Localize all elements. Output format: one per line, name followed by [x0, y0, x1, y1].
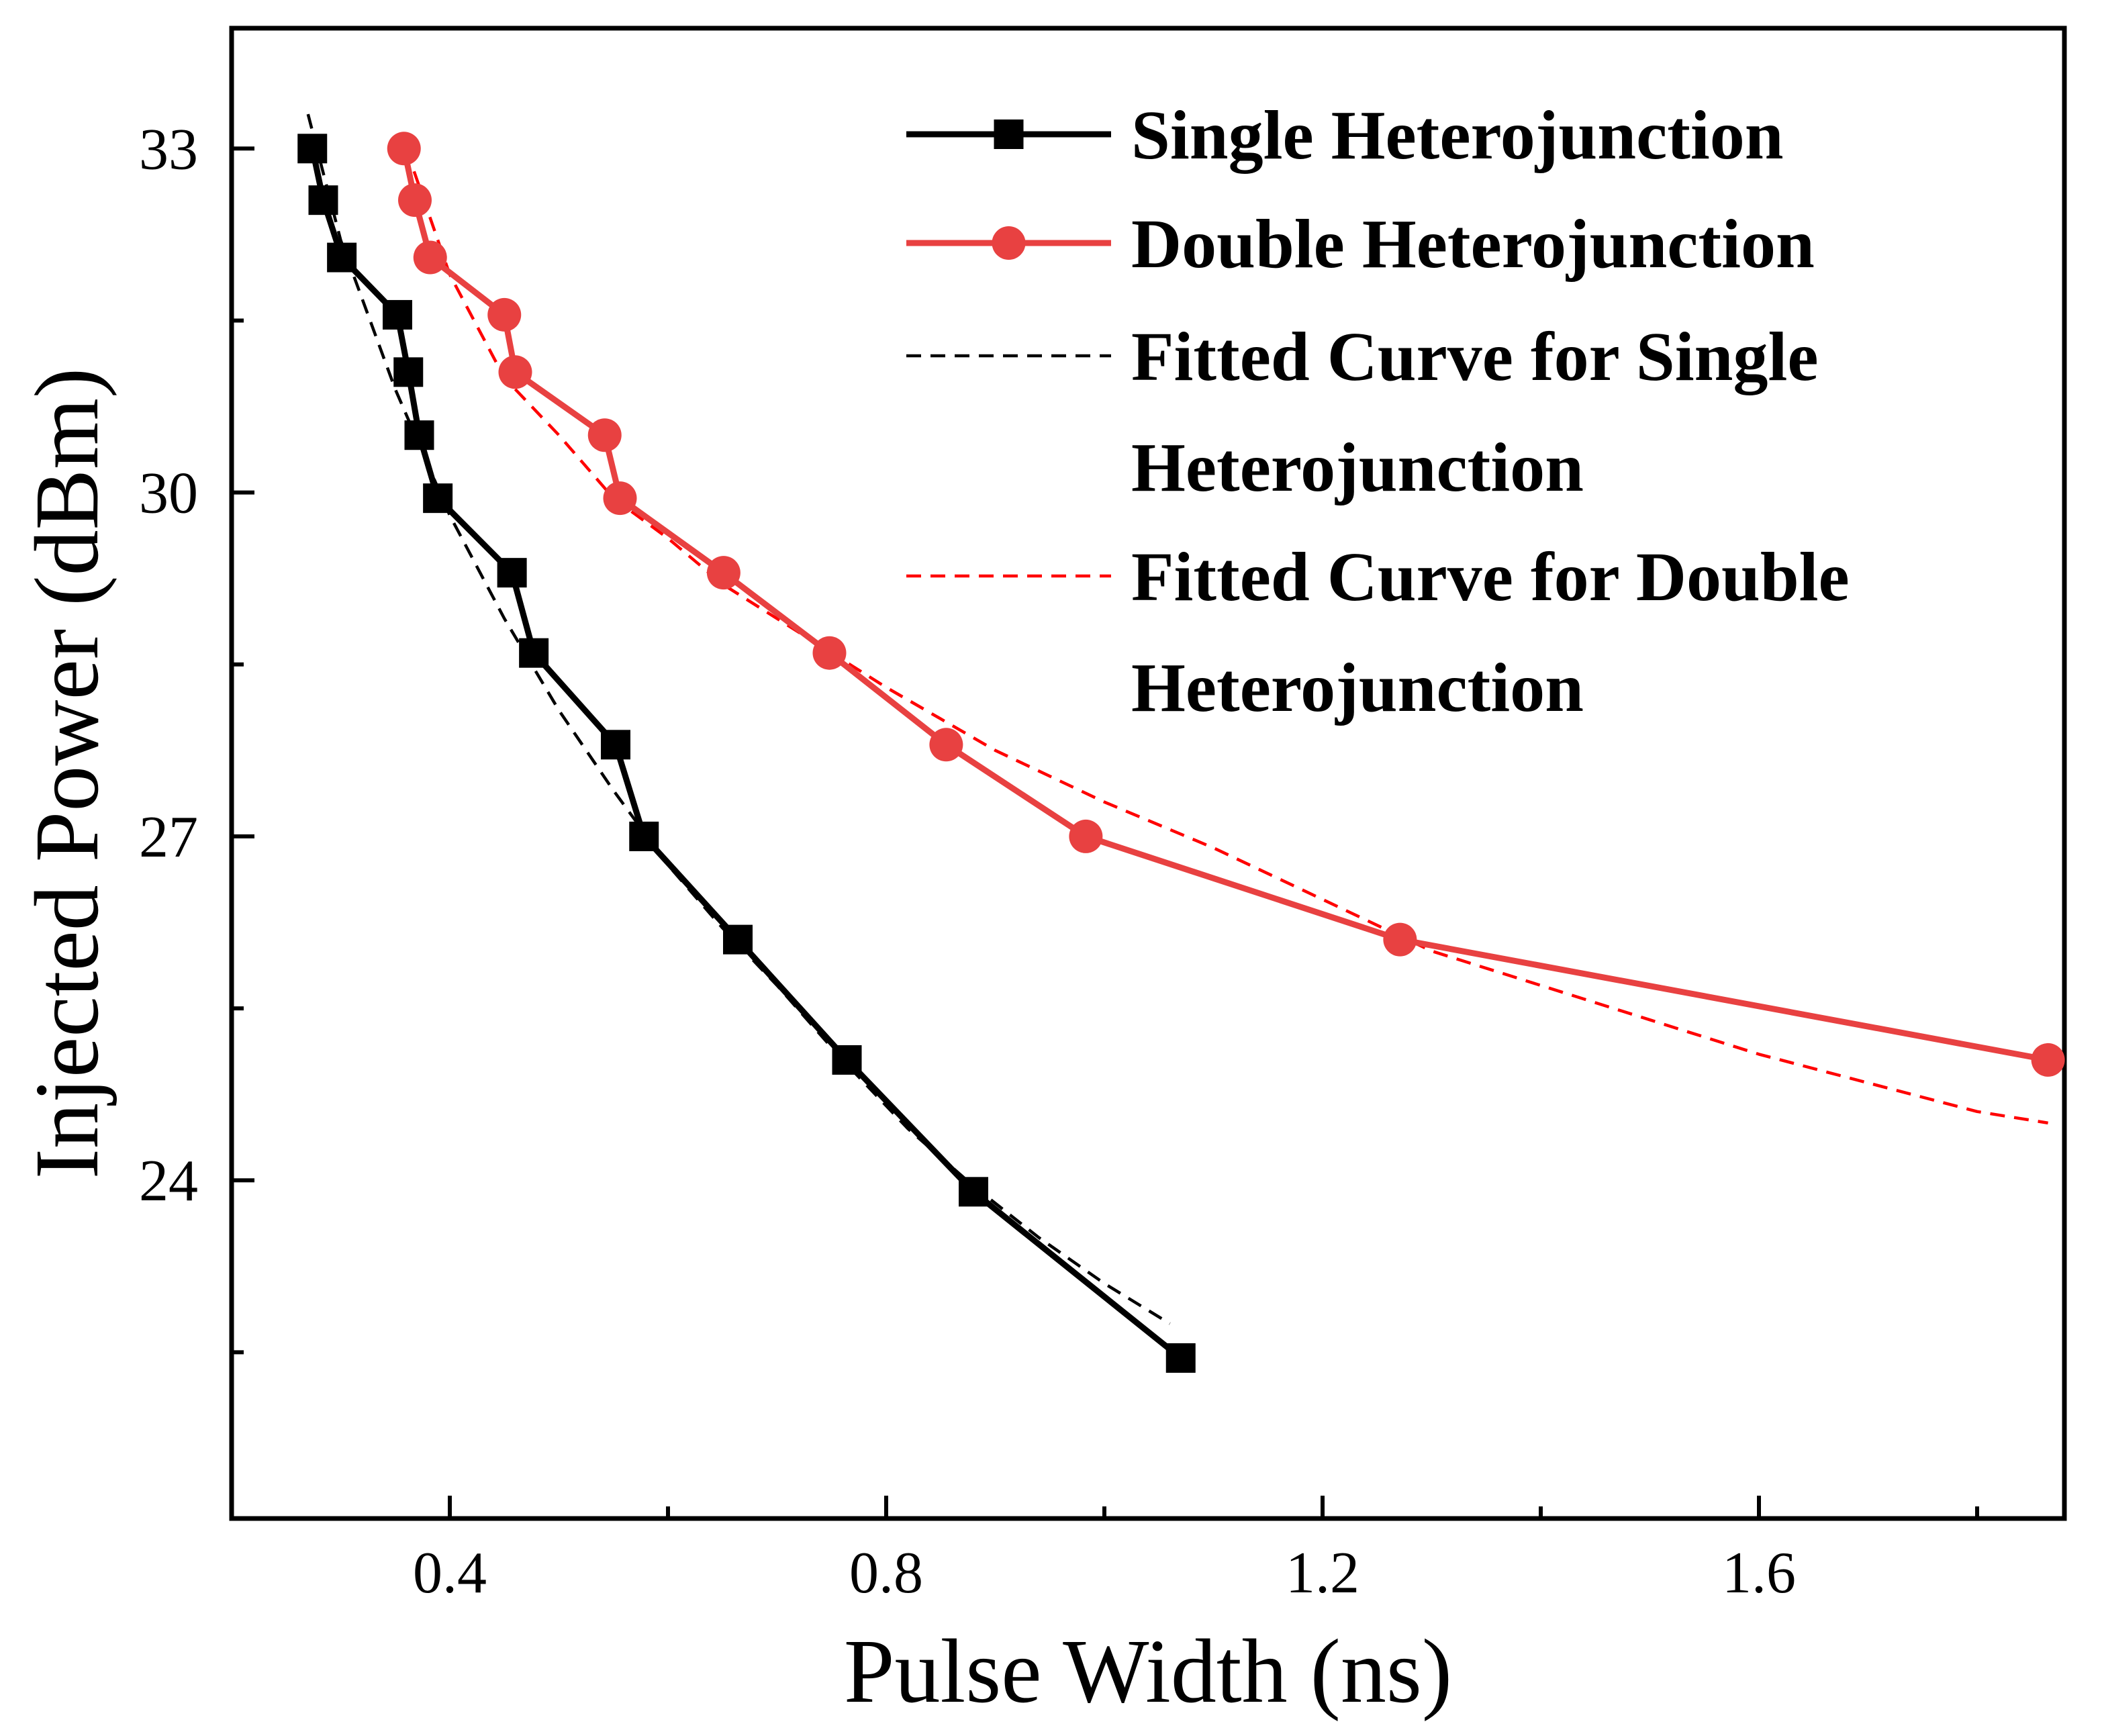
series-line-single-heterojunction: [309, 148, 1183, 1361]
legend-marker: [994, 119, 1024, 149]
data-point: [487, 297, 522, 332]
legend-item: Double Heterojunction: [906, 205, 1815, 283]
series-line-fitted-curve-for-single-heterojunction: [306, 113, 1171, 1325]
series-fitted-curve-for-single-heterojunction: [306, 113, 1171, 1325]
legend: Single Heterojunction Double Heterojuncti…: [906, 97, 1850, 726]
legend-item: Fitted Curve for Double Heterojunction: [906, 538, 1850, 726]
data-point: [812, 636, 847, 670]
data-point: [498, 355, 532, 389]
data-point: [1383, 922, 1417, 957]
data-point: [1165, 1343, 1196, 1373]
data-point: [383, 299, 412, 330]
data-point: [387, 132, 421, 166]
series-fitted-curve-for-double-heterojunction: [404, 148, 2048, 1125]
series-single-heterojunction: [297, 134, 1196, 1373]
data-point: [706, 556, 741, 590]
legend-label: Double Heterojunction: [1131, 205, 1815, 283]
plot-frame: [229, 26, 2067, 1521]
data-point: [959, 1177, 988, 1207]
legend-label: Fitted Curve for Single Heterojunction: [1131, 318, 1819, 506]
y-tick-label: 33: [139, 117, 198, 182]
data-point: [929, 728, 963, 762]
legend-item: Single Heterojunction: [906, 97, 1784, 174]
series-layer: [297, 113, 2065, 1373]
data-point: [297, 134, 328, 164]
legend-marker: [992, 226, 1026, 260]
legend-label: Fitted Curve for Double Heterojunction: [1131, 538, 1850, 726]
x-axis-title: Pulse Width (ns): [844, 1621, 1452, 1722]
data-point: [497, 558, 527, 588]
data-point: [393, 357, 424, 387]
data-point: [832, 1045, 862, 1075]
x-tick-label: 1.6: [1722, 1541, 1796, 1606]
data-point: [398, 183, 432, 218]
x-tick-label: 0.8: [849, 1541, 923, 1606]
legend-label: Single Heterojunction: [1131, 97, 1784, 174]
data-point: [601, 730, 630, 760]
data-point: [327, 242, 357, 273]
data-point: [723, 924, 753, 955]
data-point: [587, 418, 622, 452]
data-point: [603, 481, 637, 516]
y-tick-label: 24: [139, 1149, 198, 1214]
data-point: [423, 483, 453, 514]
legend-item: Fitted Curve for Single Heterojunction: [906, 318, 1819, 506]
y-tick-label: 27: [139, 805, 198, 870]
data-point: [2031, 1043, 2065, 1077]
y-axis-title: Injected Power (dBm): [17, 368, 117, 1179]
x-tick-label: 1.2: [1286, 1541, 1359, 1606]
axis-ticks: 0.4 0.8 1.2 1.6 24 27 30 33: [139, 117, 1979, 1606]
data-point: [519, 638, 549, 668]
series-double-heterojunction: [387, 132, 2065, 1077]
series-line-fitted-curve-for-double-heterojunction: [404, 148, 2048, 1125]
data-point: [1069, 819, 1103, 853]
data-point: [404, 420, 434, 450]
y-tick-label: 30: [139, 461, 198, 526]
data-point: [629, 821, 659, 851]
x-tick-label: 0.4: [413, 1541, 487, 1606]
data-point: [308, 185, 338, 215]
data-point: [413, 240, 447, 275]
